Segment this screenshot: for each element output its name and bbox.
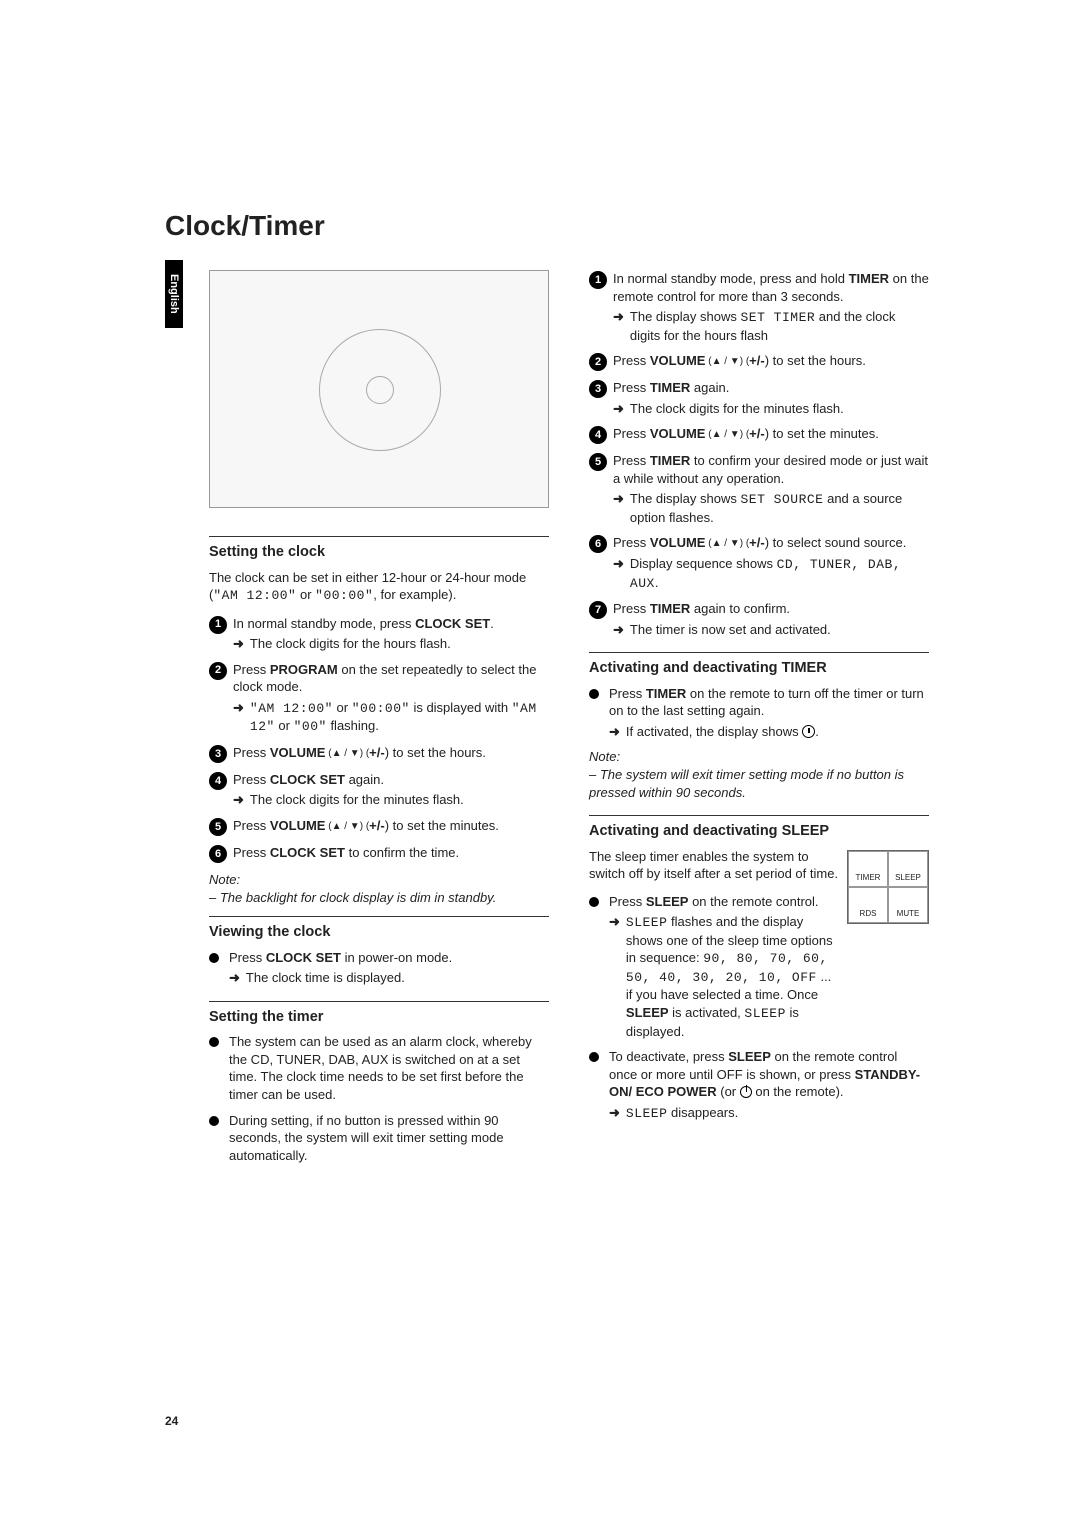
step-number-4: 4 [589,426,607,444]
step-number-5: 5 [589,453,607,471]
device-illustration [209,270,549,508]
section-rule [209,916,549,917]
setting-clock-title: Setting the clock [209,543,549,563]
timer-step-5: 5 Press TIMER to confirm your desired mo… [589,452,929,526]
page-number: 24 [165,1414,178,1428]
step-number-1: 1 [589,271,607,289]
step-number-6: 6 [209,845,227,863]
sleep-bullet-1: Press SLEEP on the remote control. ➜ SLE… [589,893,839,1040]
timer-step-1: 1 In normal standby mode, press and hold… [589,270,929,344]
clock-step-5: 5 Press VOLUME (▲ / ▼) (+/-) to set the … [209,817,549,836]
clock-note: – The backlight for clock display is dim… [209,889,549,907]
step-number-2: 2 [589,353,607,371]
result-arrow-icon: ➜ [233,791,244,809]
sleep-bullet-2: To deactivate, press SLEEP on the remote… [589,1048,929,1122]
clock-step-2: 2 Press PROGRAM on the set repeatedly to… [209,661,549,736]
power-icon [740,1086,752,1098]
viewing-bullet: Press CLOCK SET in power-on mode. ➜The c… [209,949,549,987]
result-arrow-icon: ➜ [613,555,624,573]
page-title: Clock/Timer [165,210,930,242]
timer-step-3: 3 Press TIMER again. ➜The clock digits f… [589,379,929,417]
acttimer-bullet: Press TIMER on the remote to turn off th… [589,685,929,741]
remote-btn-mute: MUTE [888,887,928,923]
clock-step-4: 4 Press CLOCK SET again. ➜The clock digi… [209,771,549,809]
bullet-icon [209,1037,219,1047]
bullet-icon [589,897,599,907]
timer-step-6: 6 Press VOLUME (▲ / ▼) (+/-) to select s… [589,534,929,592]
result-arrow-icon: ➜ [613,621,624,639]
timer-step-7: 7 Press TIMER again to confirm. ➜The tim… [589,600,929,638]
remote-button-figure: TIMER SLEEP RDS MUTE [847,850,929,924]
step-number-1: 1 [209,616,227,634]
step-number-2: 2 [209,662,227,680]
note-label: Note: [209,871,549,889]
left-column: Setting the clock The clock can be set i… [209,270,549,1172]
step-number-3: 3 [209,745,227,763]
language-tab: English [165,260,183,328]
section-rule [209,536,549,537]
result-arrow-icon: ➜ [233,635,244,653]
remote-btn-sleep: SLEEP [888,851,928,887]
note-label: Note: [589,748,929,766]
content-columns: Setting the clock The clock can be set i… [209,270,930,1172]
right-column: 1 In normal standby mode, press and hold… [589,270,929,1172]
result-arrow-icon: ➜ [233,699,244,717]
viewing-clock-title: Viewing the clock [209,923,549,943]
timer-step-4: 4 Press VOLUME (▲ / ▼) (+/-) to set the … [589,425,929,444]
setting-timer-title: Setting the timer [209,1008,549,1028]
remote-btn-rds: RDS [848,887,888,923]
result-arrow-icon: ➜ [609,723,620,741]
remote-btn-timer: TIMER [848,851,888,887]
step-number-7: 7 [589,601,607,619]
clock-intro: The clock can be set in either 12-hour o… [209,569,549,605]
result-arrow-icon: ➜ [613,490,624,508]
result-arrow-icon: ➜ [609,913,620,931]
timer-step-2: 2 Press VOLUME (▲ / ▼) (+/-) to set the … [589,352,929,371]
section-rule [209,1001,549,1002]
settimer-bullet-1: The system can be used as an alarm clock… [209,1033,549,1103]
clock-step-1: 1 In normal standby mode, press CLOCK SE… [209,615,549,653]
bullet-icon [589,689,599,699]
timer-icon [802,725,815,738]
result-arrow-icon: ➜ [229,969,240,987]
bullet-icon [209,1116,219,1126]
settimer-bullet-2: During setting, if no button is pressed … [209,1112,549,1165]
section-rule [589,652,929,653]
bullet-icon [209,953,219,963]
result-arrow-icon: ➜ [613,308,624,326]
activating-timer-title: Activating and deactivating TIMER [589,659,929,679]
clock-step-6: 6 Press CLOCK SET to confirm the time. [209,844,549,863]
step-number-4: 4 [209,772,227,790]
activating-sleep-title: Activating and deactivating SLEEP [589,822,929,842]
timer-note: – The system will exit timer setting mod… [589,766,929,801]
step-number-3: 3 [589,380,607,398]
section-rule [589,815,929,816]
step-number-6: 6 [589,535,607,553]
bullet-icon [589,1052,599,1062]
result-arrow-icon: ➜ [609,1104,620,1122]
step-number-5: 5 [209,818,227,836]
result-arrow-icon: ➜ [613,400,624,418]
clock-step-3: 3 Press VOLUME (▲ / ▼) (+/-) to set the … [209,744,549,763]
